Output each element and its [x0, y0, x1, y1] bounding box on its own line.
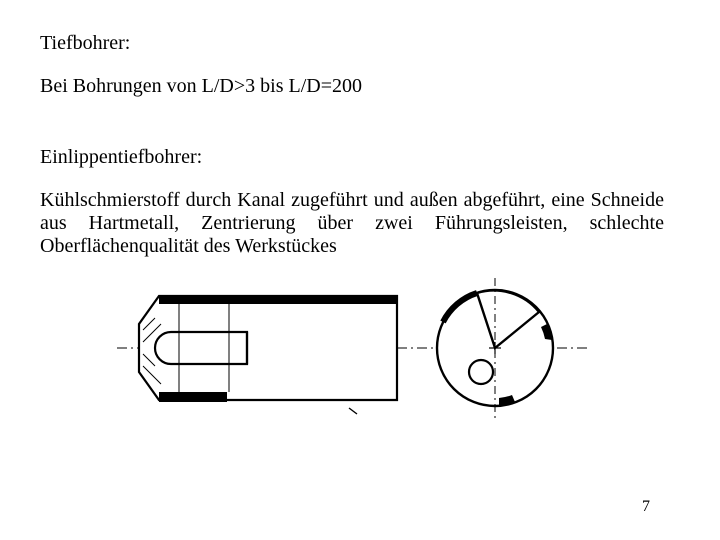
paragraph-ld-range: Bei Bohrungen von L/D>3 bis L/D=200: [40, 75, 664, 98]
section-heading-einlippentiefbohrer: Einlippentiefbohrer:: [40, 146, 664, 169]
paragraph-description: Kühlschmierstoff durch Kanal zugeführt u…: [40, 189, 664, 258]
page-number: 7: [642, 498, 650, 516]
section-heading-tiefbohrer: Tiefbohrer:: [40, 32, 664, 55]
technical-diagram: [40, 276, 664, 424]
